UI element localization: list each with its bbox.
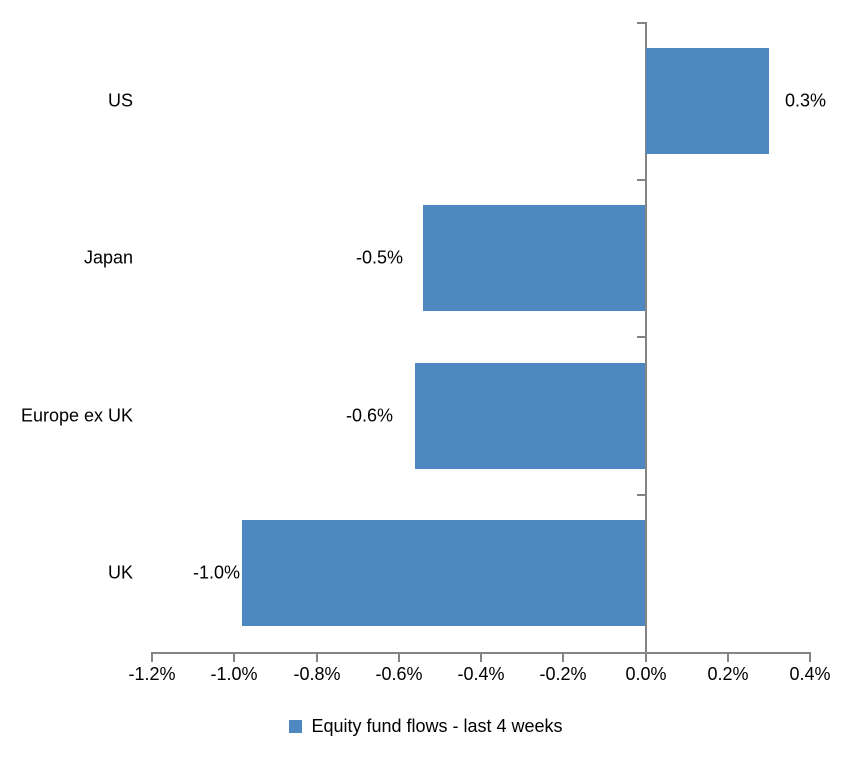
x-axis-tick: [398, 654, 400, 662]
x-axis-tick: [727, 654, 729, 662]
bar-europe-ex-uk: [415, 363, 645, 469]
x-tick-label: 0.4%: [789, 664, 831, 684]
x-tick-label: -0.6%: [375, 664, 423, 684]
category-label-uk: UK: [107, 562, 133, 583]
x-axis-line: [151, 652, 811, 654]
data-label-us: 0.3%: [785, 90, 827, 111]
category-tick: [637, 494, 645, 496]
data-label-japan: -0.5%: [355, 247, 403, 268]
category-tick: [637, 336, 645, 338]
x-tick-label: -0.8%: [293, 664, 341, 684]
legend-swatch: [289, 720, 303, 733]
x-tick-label: 0.0%: [625, 664, 667, 684]
category-label-japan: Japan: [83, 247, 133, 268]
category-tick: [637, 22, 645, 24]
zero-axis-line: [645, 22, 647, 654]
x-tick-label: -0.4%: [457, 664, 505, 684]
x-axis-tick: [562, 654, 564, 662]
chart-legend: Equity fund flows - last 4 weeks: [0, 716, 852, 737]
x-axis-tick: [151, 654, 153, 662]
bar-japan: [423, 205, 645, 311]
x-axis-tick: [316, 654, 318, 662]
x-axis-tick: [480, 654, 482, 662]
x-axis-tick: [233, 654, 235, 662]
bar-uk: [242, 520, 645, 626]
data-label-europe-ex-uk: -0.6%: [345, 405, 393, 426]
legend-label: Equity fund flows - last 4 weeks: [311, 716, 563, 736]
category-tick: [637, 179, 645, 181]
x-tick-label: -1.2%: [128, 664, 176, 684]
x-tick-label: 0.2%: [707, 664, 749, 684]
x-tick-label: -1.0%: [210, 664, 258, 684]
data-label-uk: -1.0%: [192, 562, 240, 583]
x-axis-tick: [809, 654, 811, 662]
category-label-europe-ex-uk: Europe ex UK: [20, 405, 133, 426]
x-axis-tick: [645, 654, 647, 662]
category-label-us: US: [107, 90, 133, 111]
x-tick-label: -0.2%: [539, 664, 587, 684]
bar-us: [646, 48, 769, 154]
